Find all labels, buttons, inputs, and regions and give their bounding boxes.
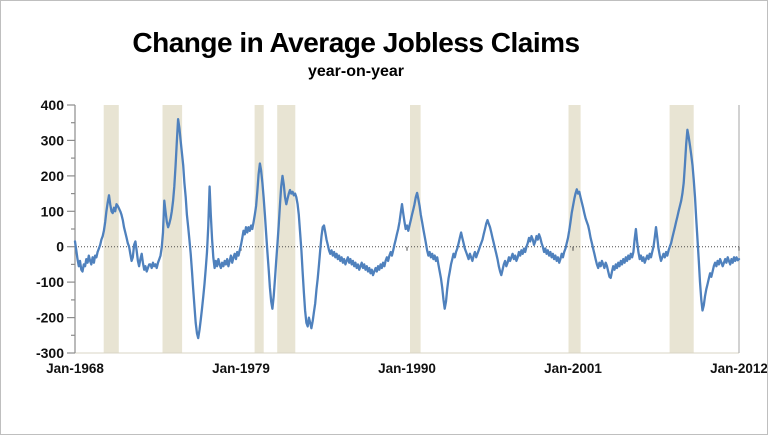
y-axis-tick-label: 400 xyxy=(41,97,65,113)
y-axis-tick-label: 300 xyxy=(41,132,65,148)
y-axis-tick-label: -100 xyxy=(36,274,64,290)
recession-band xyxy=(568,105,581,353)
x-axis-tick-label: Jan-1979 xyxy=(212,361,270,376)
recession-band xyxy=(162,105,183,353)
x-axis-tick-label: Jan-1968 xyxy=(46,361,104,376)
y-axis-tick-label: 200 xyxy=(41,168,65,184)
recession-band xyxy=(277,105,296,353)
recession-band xyxy=(103,105,119,353)
recession-band xyxy=(254,105,264,353)
recession-band xyxy=(410,105,421,353)
chart-subtitle: year-on-year xyxy=(307,63,405,80)
y-axis-tick-label: -300 xyxy=(36,345,64,361)
jobless-claims-line xyxy=(73,118,741,340)
y-axis-tick-label: 100 xyxy=(41,203,65,219)
y-axis-tick-label: -200 xyxy=(36,310,64,326)
y-axis-tick-label: 0 xyxy=(56,239,64,255)
chart-title: Change in Average Jobless Claims xyxy=(132,27,580,58)
x-axis-tick-label: Jan-2001 xyxy=(544,361,602,376)
x-axis-tick-label: Jan-1990 xyxy=(378,361,436,376)
x-axis-tick-label: Jan-2012 xyxy=(710,361,768,376)
